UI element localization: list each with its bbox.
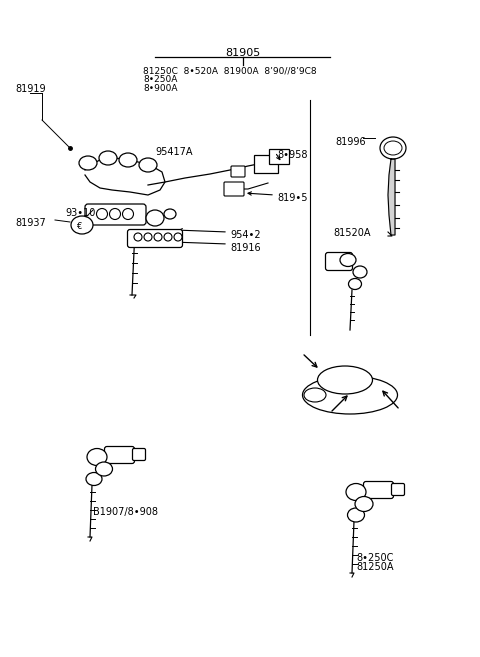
Text: 8•900A: 8•900A [143, 84, 178, 93]
Text: 81905: 81905 [226, 48, 261, 58]
Ellipse shape [146, 210, 164, 226]
FancyBboxPatch shape [392, 484, 405, 495]
FancyBboxPatch shape [363, 482, 394, 499]
Circle shape [144, 233, 152, 241]
Ellipse shape [99, 151, 117, 165]
Text: B1907/8•908: B1907/8•908 [93, 507, 158, 517]
FancyBboxPatch shape [231, 166, 245, 177]
Text: 81250C  8•520A  81900A  8’90//8’9C8: 81250C 8•520A 81900A 8’90//8’9C8 [143, 66, 317, 75]
Ellipse shape [348, 508, 364, 522]
Ellipse shape [86, 472, 102, 486]
Circle shape [174, 233, 182, 241]
Ellipse shape [340, 254, 356, 267]
Text: 95417A: 95417A [155, 147, 192, 157]
Text: 8•958: 8•958 [277, 150, 308, 160]
Ellipse shape [346, 484, 366, 501]
Circle shape [109, 208, 120, 219]
Circle shape [154, 233, 162, 241]
Circle shape [164, 233, 172, 241]
Text: 81937: 81937 [15, 218, 46, 228]
FancyBboxPatch shape [85, 204, 146, 225]
Text: 81250A: 81250A [356, 562, 394, 572]
FancyBboxPatch shape [105, 447, 134, 463]
Text: 81996: 81996 [335, 137, 366, 147]
Circle shape [134, 233, 142, 241]
Text: €: € [76, 222, 82, 231]
FancyBboxPatch shape [325, 252, 352, 271]
Circle shape [122, 208, 133, 219]
Ellipse shape [139, 158, 157, 172]
Text: 81919: 81919 [15, 84, 46, 94]
Ellipse shape [79, 156, 97, 170]
Ellipse shape [304, 388, 326, 402]
Ellipse shape [353, 266, 367, 278]
Circle shape [96, 208, 108, 219]
Text: 8•250A: 8•250A [143, 75, 178, 84]
Ellipse shape [96, 462, 112, 476]
Text: 819•5: 819•5 [277, 193, 308, 203]
FancyBboxPatch shape [224, 182, 244, 196]
Ellipse shape [119, 153, 137, 167]
FancyBboxPatch shape [128, 229, 182, 248]
Text: 93•10: 93•10 [65, 208, 96, 218]
Ellipse shape [87, 449, 107, 466]
Text: 81520A: 81520A [333, 228, 371, 238]
Text: 81916: 81916 [230, 243, 261, 253]
Ellipse shape [355, 497, 373, 512]
Ellipse shape [302, 376, 397, 414]
Ellipse shape [71, 216, 93, 234]
FancyBboxPatch shape [132, 449, 145, 461]
Text: 954•2: 954•2 [230, 230, 261, 240]
Ellipse shape [380, 137, 406, 159]
Ellipse shape [317, 366, 372, 394]
Text: 8•250C: 8•250C [356, 553, 394, 563]
Ellipse shape [348, 279, 361, 290]
FancyBboxPatch shape [254, 155, 278, 173]
Polygon shape [388, 159, 395, 235]
Ellipse shape [164, 209, 176, 219]
FancyBboxPatch shape [269, 149, 289, 164]
